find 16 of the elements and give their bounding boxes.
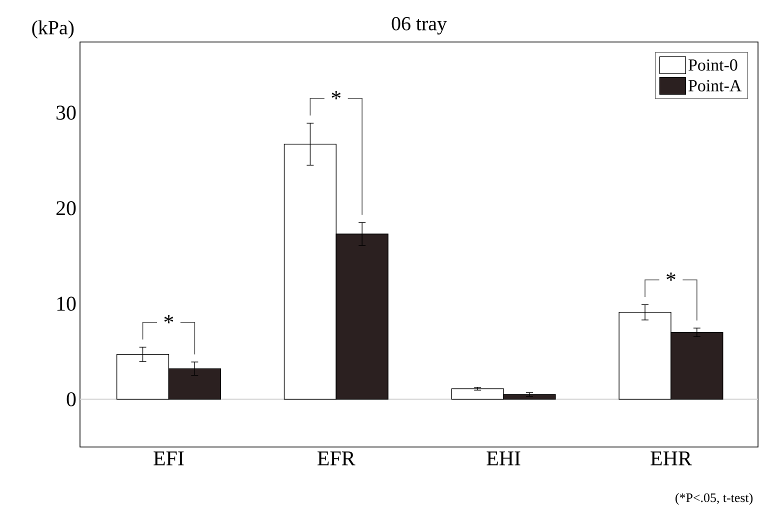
- y-tick-label: 30: [56, 106, 76, 120]
- y-tick-label: 10: [57, 296, 76, 311]
- legend-label: Point-A: [688, 80, 742, 92]
- y-tick-label: 20: [56, 201, 76, 216]
- annotation: *: [164, 315, 174, 324]
- annotation: *: [332, 91, 341, 100]
- chart-title: 06 tray: [392, 16, 447, 34]
- x-tick-label: EFI: [154, 452, 184, 466]
- y-axis-title: (kPa): [32, 20, 74, 38]
- x-tick-label: EFR: [318, 452, 356, 466]
- x-tick-label: EHR: [650, 452, 692, 466]
- x-tick-label: EHI: [486, 452, 520, 466]
- y-tick-label: 0: [66, 392, 76, 406]
- annotation: *: [666, 272, 676, 281]
- legend-label: Point-0: [688, 59, 738, 71]
- text: (*P<.05, t-test): [676, 493, 753, 505]
